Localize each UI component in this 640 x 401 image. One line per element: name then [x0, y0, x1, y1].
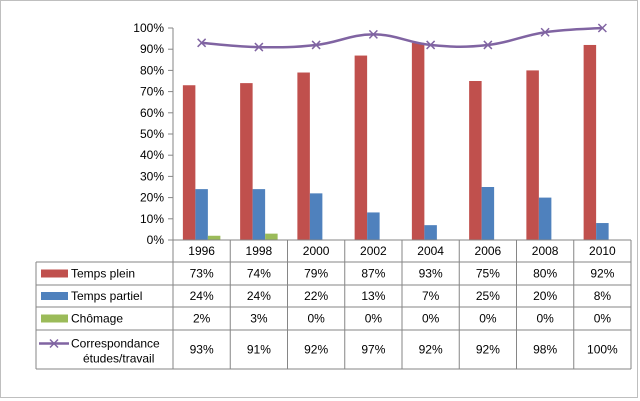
- bar-0-4: [411, 42, 425, 241]
- y-tick-label: 30%: [140, 169, 164, 183]
- table-cell: 80%: [533, 267, 557, 281]
- table-cell: 0%: [365, 312, 383, 326]
- bar-1-3: [367, 212, 380, 240]
- bar-1-4: [424, 225, 437, 240]
- table-cell: 91%: [247, 343, 271, 357]
- line-marker-1: [254, 42, 264, 52]
- row-label: Correspondance: [71, 337, 160, 351]
- table-cell: 92%: [419, 343, 443, 357]
- y-tick-label: 80%: [140, 63, 164, 77]
- row-label: Temps plein: [71, 267, 135, 281]
- legend-key-1: [41, 292, 68, 300]
- y-tick-label: 20%: [140, 191, 164, 205]
- table-cell: 73%: [190, 267, 214, 281]
- table-cell: 2%: [193, 312, 211, 326]
- x-tick-label: 1998: [246, 244, 273, 258]
- table-cell: 0%: [307, 312, 325, 326]
- bar-0-0: [182, 85, 196, 241]
- table-cell: 25%: [476, 289, 500, 303]
- x-tick-label: 2008: [532, 244, 559, 258]
- bar-0-5: [469, 81, 482, 240]
- bar-1-1: [252, 189, 266, 240]
- bar-2-1: [265, 233, 278, 240]
- table-cell: 87%: [361, 267, 385, 281]
- table-cell: 92%: [304, 343, 328, 357]
- legend-key-2: [41, 314, 68, 323]
- bar-0-2: [297, 72, 310, 241]
- table-cell: 93%: [419, 267, 443, 281]
- table-cell: 22%: [304, 289, 328, 303]
- y-tick-label: 70%: [140, 85, 164, 99]
- row-label: Chômage: [71, 312, 123, 326]
- table-cell: 0%: [422, 312, 440, 326]
- table-cell: 20%: [533, 289, 557, 303]
- bar-1-0: [195, 189, 208, 240]
- y-tick-label: 0%: [147, 233, 165, 247]
- table-cell: 0%: [536, 312, 554, 326]
- table-cell: 13%: [361, 289, 385, 303]
- table-cell: 98%: [533, 343, 557, 357]
- y-tick-label: 40%: [140, 148, 164, 162]
- line-marker-0: [197, 38, 207, 48]
- legend-key-marker: [49, 338, 59, 349]
- table-cell: 8%: [594, 289, 612, 303]
- table-cell: 93%: [190, 343, 214, 357]
- row-label: Temps partiel: [71, 289, 142, 303]
- bar-2-0: [207, 235, 221, 240]
- y-tick-label: 60%: [140, 106, 164, 120]
- table-cell: 0%: [594, 312, 612, 326]
- series-line-0: [201, 26, 603, 49]
- x-tick-label: 2006: [475, 244, 502, 258]
- bar-0-7: [583, 44, 597, 241]
- y-tick-label: 100%: [133, 21, 164, 35]
- line-marker-7: [597, 23, 607, 33]
- bar-1-5: [481, 187, 495, 240]
- bar-0-6: [526, 70, 539, 241]
- table-cell: 3%: [250, 312, 268, 326]
- x-tick-label: 2010: [589, 244, 616, 258]
- table-cell: 75%: [476, 267, 500, 281]
- bar-0-1: [240, 83, 253, 241]
- bar-1-6: [538, 197, 552, 240]
- x-tick-label: 2000: [303, 244, 330, 258]
- table-cell: 100%: [587, 343, 618, 357]
- table-cell: 24%: [247, 289, 271, 303]
- y-tick-label: 10%: [140, 212, 164, 226]
- legend-key-0: [41, 269, 68, 278]
- table-cell: 92%: [476, 343, 500, 357]
- bar-1-7: [596, 223, 609, 240]
- row-label: études/travail: [83, 352, 154, 366]
- x-tick-label: 2004: [417, 244, 444, 258]
- line-marker-6: [540, 27, 550, 37]
- table-cell: 97%: [361, 343, 385, 357]
- table-cell: 74%: [247, 267, 271, 281]
- x-tick-label: 2002: [360, 244, 387, 258]
- table-cell: 0%: [479, 312, 497, 326]
- y-tick-label: 90%: [140, 42, 164, 56]
- line-marker-5: [483, 40, 493, 50]
- bar-1-2: [309, 193, 323, 240]
- table-cell: 24%: [190, 289, 214, 303]
- table-cell: 79%: [304, 267, 328, 281]
- y-tick-label: 50%: [140, 127, 164, 141]
- bar-0-3: [354, 55, 368, 241]
- table-cell: 92%: [590, 267, 614, 281]
- line-marker-4: [426, 40, 436, 50]
- table-cell: 7%: [422, 289, 440, 303]
- line-marker-2: [311, 40, 321, 50]
- line-marker-3: [368, 29, 378, 39]
- x-tick-label: 1996: [188, 244, 215, 258]
